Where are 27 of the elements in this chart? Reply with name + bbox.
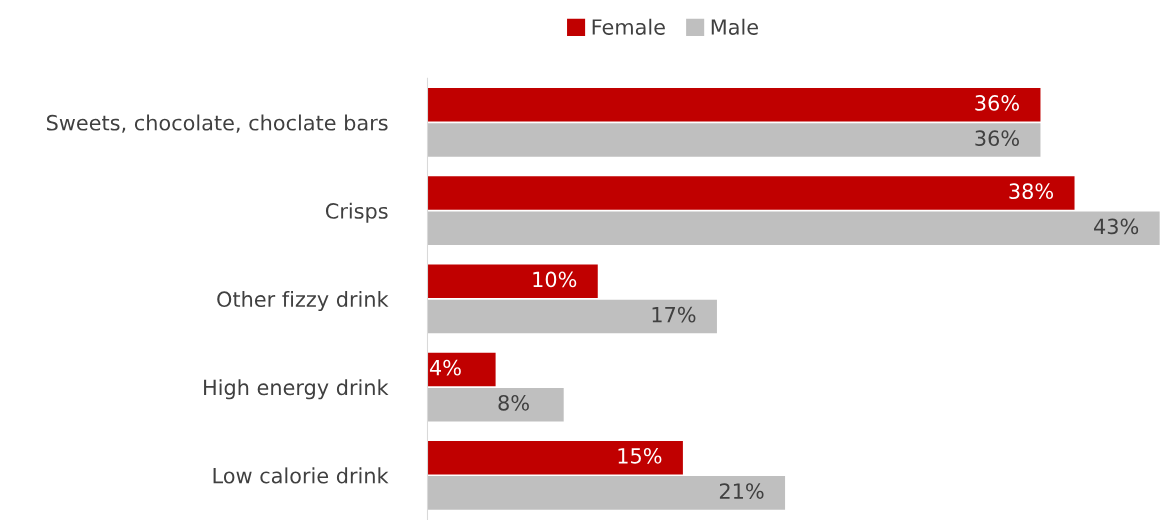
bar (427, 299, 717, 334)
bar (427, 88, 1041, 122)
data-label: 17% (652, 306, 696, 323)
y-tick-label: High energy drink (204, 379, 389, 400)
data-label: 10% (533, 271, 577, 288)
data-label: 15% (618, 447, 662, 464)
data-label: 4% (429, 359, 461, 376)
bar (427, 264, 598, 299)
bar (427, 387, 564, 422)
bar (427, 123, 1041, 157)
bar (427, 352, 496, 387)
data-label: 8% (498, 394, 529, 411)
data-label: 38% (1009, 183, 1054, 200)
data-label: 36% (975, 95, 1019, 111)
bar (427, 440, 683, 475)
legend-label: Female (592, 18, 665, 35)
y-tick-label: Crisps (325, 202, 388, 223)
y-tick-label: Low calorie drink (213, 467, 389, 484)
data-label: 21% (719, 483, 764, 499)
data-label: 43% (1094, 218, 1139, 235)
bar (427, 476, 786, 510)
bar (427, 211, 1160, 245)
y-tick-label: Other fizzy drink (217, 290, 389, 312)
legend-label: Male (711, 18, 758, 35)
bar (427, 176, 1075, 210)
data-label: 36% (975, 130, 1019, 147)
y-tick-label: Sweets, chocolate, choclate bars (46, 114, 388, 133)
